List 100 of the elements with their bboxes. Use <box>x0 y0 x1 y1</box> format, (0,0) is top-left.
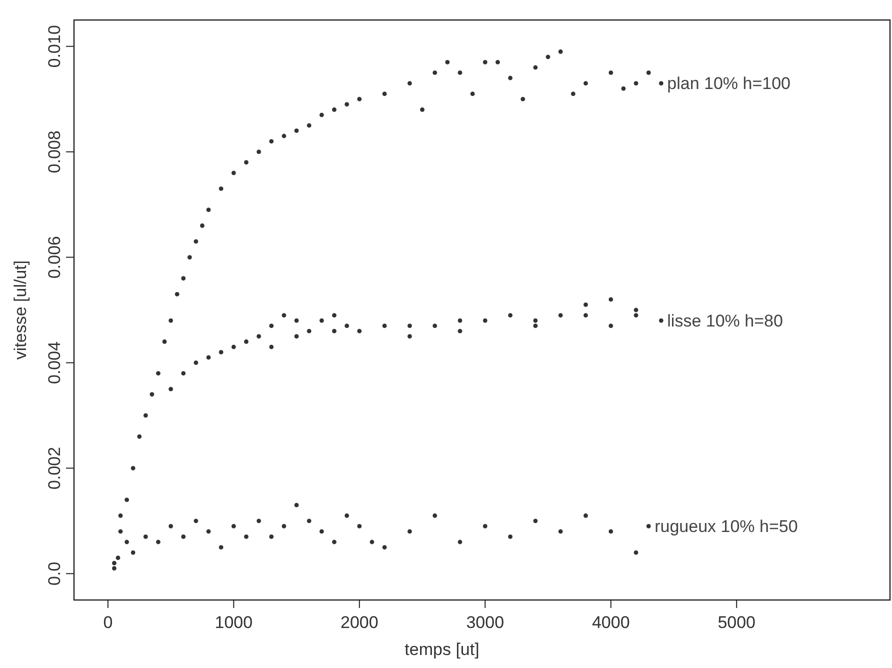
point <box>137 434 142 439</box>
point <box>357 96 362 102</box>
point <box>332 328 336 334</box>
point <box>118 513 123 518</box>
series-label: plan 10% h=100 <box>667 74 791 94</box>
point <box>306 123 312 128</box>
point <box>231 344 236 350</box>
point <box>658 81 664 86</box>
point <box>432 70 438 75</box>
point <box>558 49 563 54</box>
point <box>332 107 336 112</box>
point <box>496 60 500 64</box>
point <box>244 339 248 344</box>
point <box>244 160 248 165</box>
point <box>112 566 116 571</box>
point <box>357 328 362 334</box>
y-tick-label: 0.004 <box>45 341 64 384</box>
point <box>168 524 174 528</box>
point <box>608 324 614 328</box>
point <box>558 529 563 534</box>
point <box>408 334 412 339</box>
point <box>408 81 412 86</box>
point <box>116 556 120 560</box>
point <box>282 313 286 318</box>
point <box>634 81 638 86</box>
point <box>124 540 130 544</box>
point <box>634 308 638 312</box>
point <box>319 112 324 118</box>
point <box>187 255 192 260</box>
point <box>558 313 563 318</box>
point <box>282 524 286 528</box>
point <box>181 371 186 376</box>
point <box>546 54 550 60</box>
point <box>124 498 130 502</box>
point <box>194 360 198 365</box>
point <box>156 540 160 544</box>
point <box>570 92 576 96</box>
point <box>150 392 154 397</box>
point <box>458 540 462 544</box>
point <box>508 76 512 80</box>
point <box>382 92 387 96</box>
point <box>256 150 262 154</box>
point <box>458 328 462 334</box>
point <box>608 70 614 75</box>
point <box>344 513 350 518</box>
point <box>112 560 116 566</box>
point <box>218 545 224 550</box>
point <box>294 502 299 508</box>
point <box>206 208 211 212</box>
point <box>168 386 174 392</box>
y-axis-title: vitesse [ul/ut] <box>11 260 30 360</box>
point <box>143 534 148 539</box>
point <box>306 328 312 334</box>
point <box>294 128 299 133</box>
point <box>143 413 148 418</box>
point <box>332 313 336 318</box>
point <box>200 223 204 228</box>
point <box>420 107 424 112</box>
point <box>533 324 538 328</box>
point <box>244 534 248 539</box>
point <box>156 371 160 376</box>
point <box>294 318 299 323</box>
point <box>408 529 412 534</box>
point <box>206 355 211 360</box>
point <box>382 545 387 550</box>
point <box>646 524 651 528</box>
point <box>408 324 412 328</box>
point <box>432 513 438 518</box>
point <box>432 324 438 328</box>
point <box>306 518 312 524</box>
point <box>533 318 538 323</box>
point <box>168 318 174 323</box>
point <box>584 513 588 518</box>
point <box>658 318 664 323</box>
point <box>508 534 512 539</box>
point <box>370 540 374 544</box>
point <box>256 518 262 524</box>
point <box>470 92 475 96</box>
point <box>445 60 450 64</box>
point <box>269 534 274 539</box>
point <box>584 313 588 318</box>
point <box>533 518 538 524</box>
point <box>482 318 488 323</box>
point <box>382 324 387 328</box>
point <box>344 324 350 328</box>
point <box>269 344 274 350</box>
point <box>162 339 167 344</box>
point <box>344 102 350 107</box>
x-axis-title: temps [ut] <box>404 640 480 659</box>
point <box>646 70 651 75</box>
x-tick-label: 5000 <box>718 613 756 632</box>
point <box>181 276 186 281</box>
point <box>621 86 626 91</box>
point <box>130 550 136 555</box>
point <box>482 524 488 528</box>
point <box>520 96 526 102</box>
series-label: lisse 10% h=80 <box>667 311 783 330</box>
point <box>194 239 198 244</box>
point <box>634 550 638 555</box>
point <box>118 529 123 534</box>
